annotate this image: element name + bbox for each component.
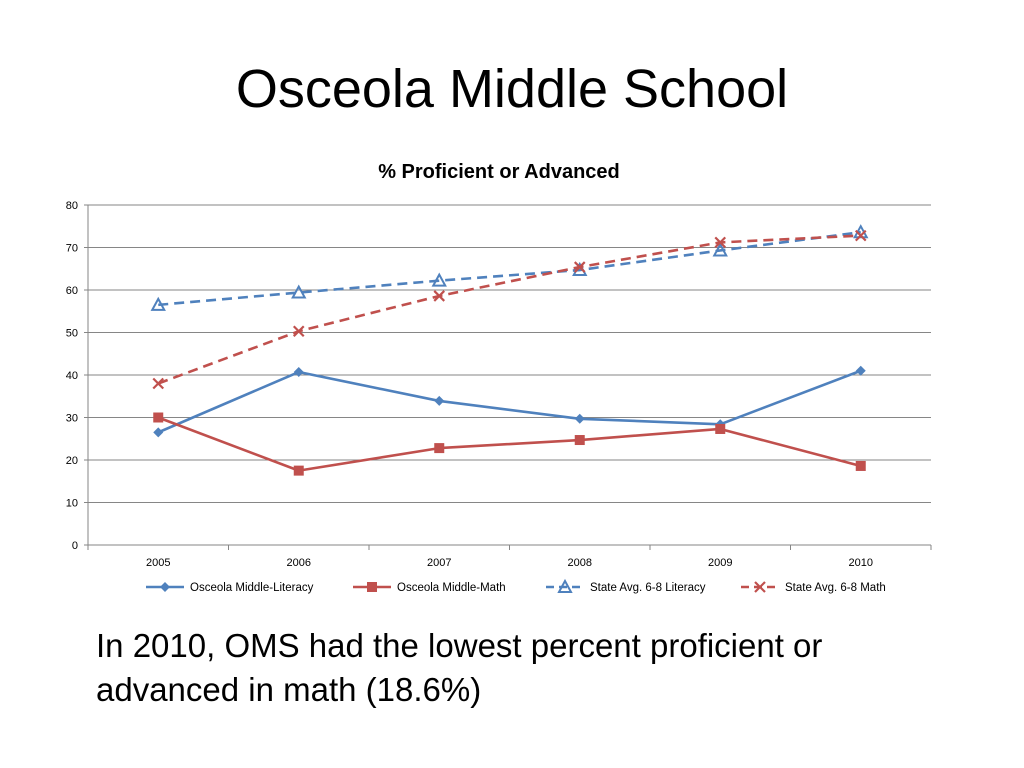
- marker-diamond: [434, 395, 445, 406]
- y-tick-label: 20: [66, 455, 78, 467]
- legend-item: State Avg. 6-8 Math: [741, 581, 886, 594]
- series-osceola-middle-literacy: [153, 365, 866, 438]
- marker-diamond: [574, 413, 585, 424]
- line-chart: % Proficient or Advanced 0 10 20 30 40 50 60 70…: [40, 150, 960, 610]
- data-point: [573, 261, 586, 273]
- slide-title: Osceola Middle School: [235, 59, 789, 119]
- series-state-avg-6-8-literacy: [150, 224, 869, 311]
- y-tick-label: 50: [66, 328, 78, 340]
- data-point: [152, 377, 165, 390]
- data-point: [291, 284, 307, 299]
- series-line: [158, 230, 861, 307]
- marker-square: [293, 465, 304, 476]
- marker-square: [434, 443, 445, 454]
- data-point: [574, 413, 585, 424]
- data-point: [153, 412, 164, 423]
- marker-triangle: [150, 296, 166, 311]
- data-point: [434, 395, 445, 406]
- data-point: [712, 242, 728, 257]
- marker-square: [715, 423, 726, 434]
- caption-text: In 2010, OMS had the lowest percent prof…: [96, 627, 823, 708]
- x-tick-label: 2010: [849, 557, 873, 569]
- marker-x-stroke: [292, 325, 305, 338]
- series-lines: [150, 224, 869, 476]
- x-tick-label: 2005: [146, 557, 170, 569]
- marker-x-stroke: [152, 377, 165, 390]
- marker-diamond: [153, 427, 164, 438]
- marker-x-stroke: [433, 290, 446, 302]
- legend-label: State Avg. 6-8 Literacy: [590, 582, 706, 594]
- marker-x: [854, 229, 867, 242]
- data-point: [153, 427, 164, 438]
- marker-square: [153, 412, 164, 423]
- y-tick-label: 40: [66, 370, 78, 382]
- marker-x: [152, 377, 165, 390]
- data-point: [855, 460, 866, 471]
- x-tick-label: 2007: [427, 557, 451, 569]
- marker-x: [714, 236, 727, 249]
- x-tick-label: 2006: [287, 557, 311, 569]
- data-point: [292, 325, 305, 338]
- marker-diamond: [293, 367, 304, 378]
- legend-label: State Avg. 6-8 Math: [785, 582, 886, 594]
- marker-diamond: [160, 582, 170, 592]
- x-tick-label: 2009: [708, 557, 732, 569]
- chart-title: % Proficient or Advanced: [378, 161, 620, 183]
- y-tick-label: 0: [72, 540, 78, 552]
- gridlines: [88, 204, 931, 503]
- data-point: [714, 236, 727, 249]
- marker-square: [367, 582, 377, 592]
- data-point: [574, 435, 585, 446]
- marker-x-stroke: [573, 261, 586, 273]
- marker-triangle: [431, 272, 447, 287]
- data-point: [854, 229, 867, 242]
- marker-triangle: [291, 284, 307, 299]
- legend-label: Osceola Middle-Literacy: [190, 582, 314, 594]
- series-line: [157, 416, 862, 472]
- marker-x-stroke: [754, 581, 766, 593]
- data-point: [293, 465, 304, 476]
- data-point: [715, 423, 726, 434]
- y-tick-label: 60: [66, 285, 78, 297]
- marker-x-stroke: [714, 236, 727, 249]
- marker-square: [574, 435, 585, 446]
- data-point: [855, 365, 866, 376]
- marker-x: [754, 581, 766, 593]
- y-tick-label: 80: [66, 200, 78, 212]
- legend-label: Osceola Middle-Math: [397, 582, 506, 594]
- data-point: [293, 367, 304, 378]
- data-point: [433, 290, 446, 302]
- series-state-avg-6-8-math: [152, 229, 867, 390]
- marker-x: [292, 325, 305, 338]
- series-line: [157, 369, 862, 434]
- legend-item: State Avg. 6-8 Literacy: [546, 578, 706, 594]
- series-osceola-middle-math: [153, 412, 866, 476]
- data-point: [431, 272, 447, 287]
- marker-x-stroke: [854, 229, 867, 242]
- data-point: [434, 443, 445, 454]
- marker-triangle: [557, 578, 573, 593]
- marker-square: [855, 460, 866, 471]
- legend: Osceola Middle-Literacy Osceola Middle-Ma…: [146, 578, 886, 594]
- legend-item: Osceola Middle-Math: [353, 582, 506, 594]
- data-point: [150, 296, 166, 311]
- y-tick-label: 30: [66, 413, 78, 425]
- axes: 0 10 20 30 40 50 60 70 80 2005 2006 2007 2008 2009 201…: [66, 200, 932, 569]
- marker-x: [573, 261, 586, 273]
- y-tick-label: 70: [66, 243, 78, 255]
- chart-svg: % Proficient or Advanced 0 10 20 30 40 50 60 70…: [66, 161, 932, 594]
- marker-triangle: [712, 242, 728, 257]
- marker-x: [433, 290, 446, 302]
- y-tick-label: 10: [66, 498, 78, 510]
- legend-item: Osceola Middle-Literacy: [146, 582, 314, 594]
- x-tick-label: 2008: [568, 557, 592, 569]
- series-line: [157, 234, 861, 385]
- marker-diamond: [855, 365, 866, 376]
